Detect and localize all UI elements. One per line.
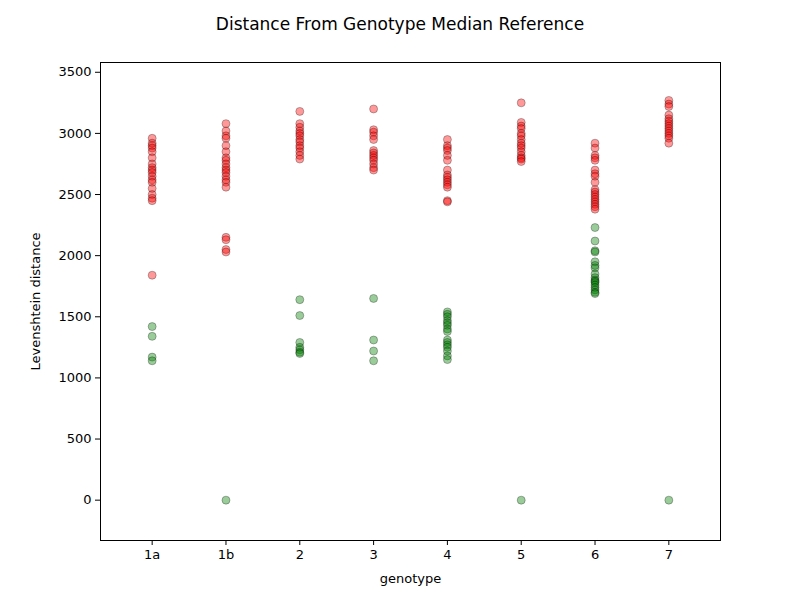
svg-text:3000: 3000 <box>58 126 91 141</box>
svg-text:Levenshtein distance: Levenshtein distance <box>28 232 43 370</box>
svg-text:5: 5 <box>517 547 525 562</box>
svg-text:500: 500 <box>67 431 92 446</box>
svg-text:6: 6 <box>591 547 599 562</box>
svg-text:3500: 3500 <box>58 64 91 79</box>
svg-text:1b: 1b <box>218 547 235 562</box>
svg-text:1000: 1000 <box>58 370 91 385</box>
svg-text:7: 7 <box>665 547 673 562</box>
svg-text:2500: 2500 <box>58 187 91 202</box>
svg-text:2: 2 <box>296 547 304 562</box>
svg-text:genotype: genotype <box>380 571 441 586</box>
svg-text:1500: 1500 <box>58 309 91 324</box>
svg-text:0: 0 <box>83 492 91 507</box>
svg-text:3: 3 <box>369 547 377 562</box>
svg-text:4: 4 <box>443 547 451 562</box>
svg-text:1a: 1a <box>144 547 160 562</box>
html-text:Distance From Genotype Median: Distance From Genotype Median Reference <box>215 14 585 34</box>
svg-text:2000: 2000 <box>58 248 91 263</box>
